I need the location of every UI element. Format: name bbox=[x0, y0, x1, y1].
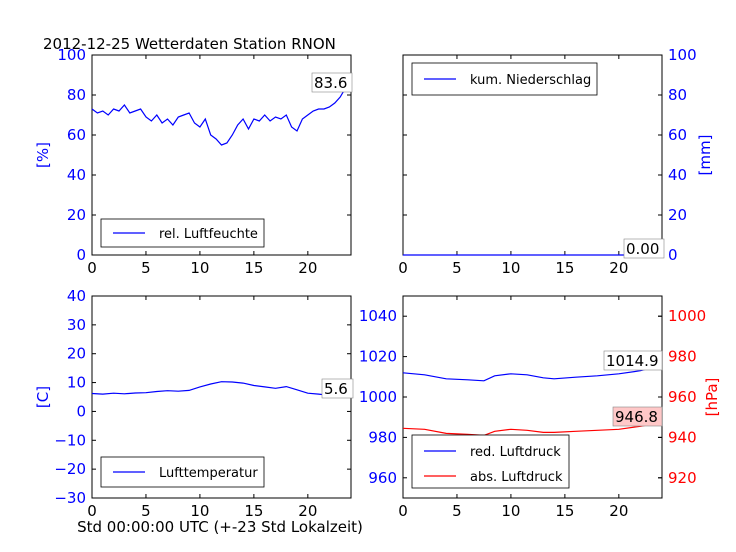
y-tick-label: 1000 bbox=[359, 388, 397, 406]
series-line-rel-luftfeuchte bbox=[91, 87, 351, 146]
y-right-tick-label: 960 bbox=[668, 388, 697, 406]
x-tick-label: 0 bbox=[87, 259, 97, 277]
value-label: 83.6 bbox=[314, 74, 347, 92]
legend-label: red. Luftdruck bbox=[470, 445, 561, 460]
x-tick-label: 15 bbox=[555, 259, 574, 277]
y-tick-label: 30 bbox=[67, 316, 86, 334]
y-tick-label: 20 bbox=[668, 206, 687, 224]
x-tick-label: 20 bbox=[298, 502, 317, 520]
x-tick-label: 5 bbox=[141, 259, 151, 277]
legend-label: abs. Luftdruck bbox=[470, 470, 563, 485]
y-tick-label: 40 bbox=[67, 166, 86, 184]
x-tick-label: 0 bbox=[87, 502, 97, 520]
y-right-tick-label: 980 bbox=[668, 348, 697, 366]
y-tick-label: 60 bbox=[668, 126, 687, 144]
y-tick-label: 20 bbox=[67, 206, 86, 224]
x-tick-label: 0 bbox=[398, 259, 408, 277]
y-right-axis-label: [hPa] bbox=[703, 378, 721, 417]
value-label-blue-box bbox=[603, 350, 663, 371]
y-tick-label: −20 bbox=[54, 460, 86, 478]
legend-label: kum. Niederschlag bbox=[470, 73, 591, 88]
y-tick-label: 20 bbox=[67, 345, 86, 363]
x-tick-label: 5 bbox=[452, 259, 462, 277]
y-axis-label: [%] bbox=[34, 142, 52, 168]
value-label: 5.6 bbox=[324, 380, 348, 398]
pressure-chart: 0 5 10 15 20 960 980 1000 1020 1040 920 940 960 980 10… bbox=[359, 295, 721, 520]
value-label: 0.00 bbox=[626, 240, 659, 258]
x-tick-label: 10 bbox=[501, 502, 520, 520]
x-tick-label: 15 bbox=[244, 259, 263, 277]
y-right-tick-label: 920 bbox=[668, 469, 697, 487]
y-tick-label: 0 bbox=[76, 246, 86, 264]
x-tick-label: 5 bbox=[141, 502, 151, 520]
x-tick-label: 15 bbox=[244, 502, 263, 520]
y-tick-label: 0 bbox=[668, 246, 678, 264]
x-tick-label: 10 bbox=[190, 502, 209, 520]
x-tick-label: 20 bbox=[609, 259, 628, 277]
y-tick-label: 40 bbox=[668, 166, 687, 184]
y-tick-label: 100 bbox=[668, 46, 697, 64]
figure-title: 2012-12-25 Wetterdaten Station RNON bbox=[43, 35, 336, 53]
y-tick-label: 1040 bbox=[359, 307, 397, 325]
value-label-blue: 1014.9 bbox=[606, 352, 659, 370]
humidity-chart: 0 5 10 15 20 0 20 40 60 80 100 [%] 83.6 rel. Luftfeuc… bbox=[34, 46, 353, 277]
value-label-red-box bbox=[612, 406, 663, 427]
y-tick-label: 0 bbox=[76, 402, 86, 420]
y-right-tick-label: 1000 bbox=[668, 307, 706, 325]
y-tick-label: −10 bbox=[54, 431, 86, 449]
y-tick-label: 980 bbox=[368, 428, 397, 446]
x-tick-label: 0 bbox=[398, 502, 408, 520]
value-label-box bbox=[623, 238, 665, 259]
precipitation-chart: 0 5 10 15 20 0 20 40 60 80 100 [mm] 0.00 kum. Nieders… bbox=[398, 46, 714, 277]
temperature-chart: 0 5 10 15 20 −30 −20 −10 0 10 20 30 40 [C] 5.6 Lufttemp… bbox=[34, 287, 354, 520]
value-label-box bbox=[321, 378, 354, 399]
y-axis-label: [C] bbox=[34, 386, 52, 408]
series-line-lufttemperatur bbox=[91, 381, 352, 397]
legend-box bbox=[411, 434, 570, 489]
y-tick-label: 80 bbox=[67, 86, 86, 104]
y-tick-label: 80 bbox=[668, 86, 687, 104]
y-right-tick-label: 940 bbox=[668, 428, 697, 446]
x-tick-label: 15 bbox=[555, 502, 574, 520]
y-tick-label: 60 bbox=[67, 126, 86, 144]
series-line-abs-luftdruck bbox=[402, 423, 663, 437]
y-tick-label: 960 bbox=[368, 469, 397, 487]
x-tick-label: 5 bbox=[452, 502, 462, 520]
x-axis-caption: Std 00:00:00 UTC (+-23 Std Lokalzeit) bbox=[77, 518, 363, 536]
value-label-box bbox=[311, 72, 353, 93]
y-axis-label: [mm] bbox=[696, 135, 714, 176]
y-tick-label: −30 bbox=[54, 489, 86, 507]
x-tick-label: 10 bbox=[190, 259, 209, 277]
x-tick-label: 20 bbox=[298, 259, 317, 277]
y-tick-label: 100 bbox=[57, 46, 86, 64]
series-line-red-luftdruck bbox=[402, 366, 663, 382]
x-tick-label: 10 bbox=[501, 259, 520, 277]
y-tick-label: 40 bbox=[67, 287, 86, 305]
value-label-red: 946.8 bbox=[615, 408, 658, 426]
plot-frame bbox=[91, 54, 352, 256]
x-tick-label: 20 bbox=[609, 502, 628, 520]
legend-label: rel. Luftfeuchte bbox=[159, 227, 258, 242]
legend-label: Lufttemperatur bbox=[159, 466, 258, 481]
y-tick-label: 10 bbox=[67, 374, 86, 392]
y-tick-label: 1020 bbox=[359, 348, 397, 366]
